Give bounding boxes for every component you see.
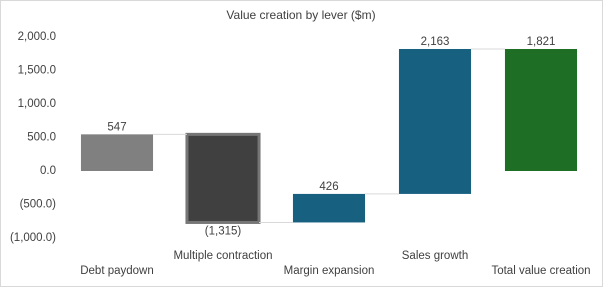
data-label: 2,163 (421, 36, 450, 48)
bar (185, 132, 261, 224)
x-tick-label: Total value creation (491, 265, 590, 277)
y-tick-label: 0.0 (40, 165, 56, 177)
y-tick-label: 500.0 (27, 132, 56, 144)
chart-title: Value creation by lever ($m) (226, 8, 375, 22)
y-tick-label: 1,000.0 (18, 98, 56, 110)
y-tick-label: (1,000.0) (10, 232, 56, 244)
y-tick-label: 1,500.0 (18, 65, 56, 77)
data-label: (1,315) (205, 225, 242, 237)
x-tick-label: Margin expansion (284, 265, 375, 277)
data-label: 547 (107, 121, 126, 133)
bar (292, 193, 366, 223)
bar (504, 48, 578, 172)
y-tick-label: (500.0) (20, 199, 57, 211)
bar (398, 48, 472, 194)
bar (80, 134, 154, 171)
x-tick-label: Sales growth (402, 250, 468, 262)
x-tick-label: Debt paydown (80, 265, 154, 277)
x-tick-label: Multiple contraction (173, 250, 272, 262)
y-tick-label: 2,000.0 (18, 31, 56, 43)
data-label: 426 (319, 181, 338, 193)
data-label: 1,821 (527, 36, 556, 48)
